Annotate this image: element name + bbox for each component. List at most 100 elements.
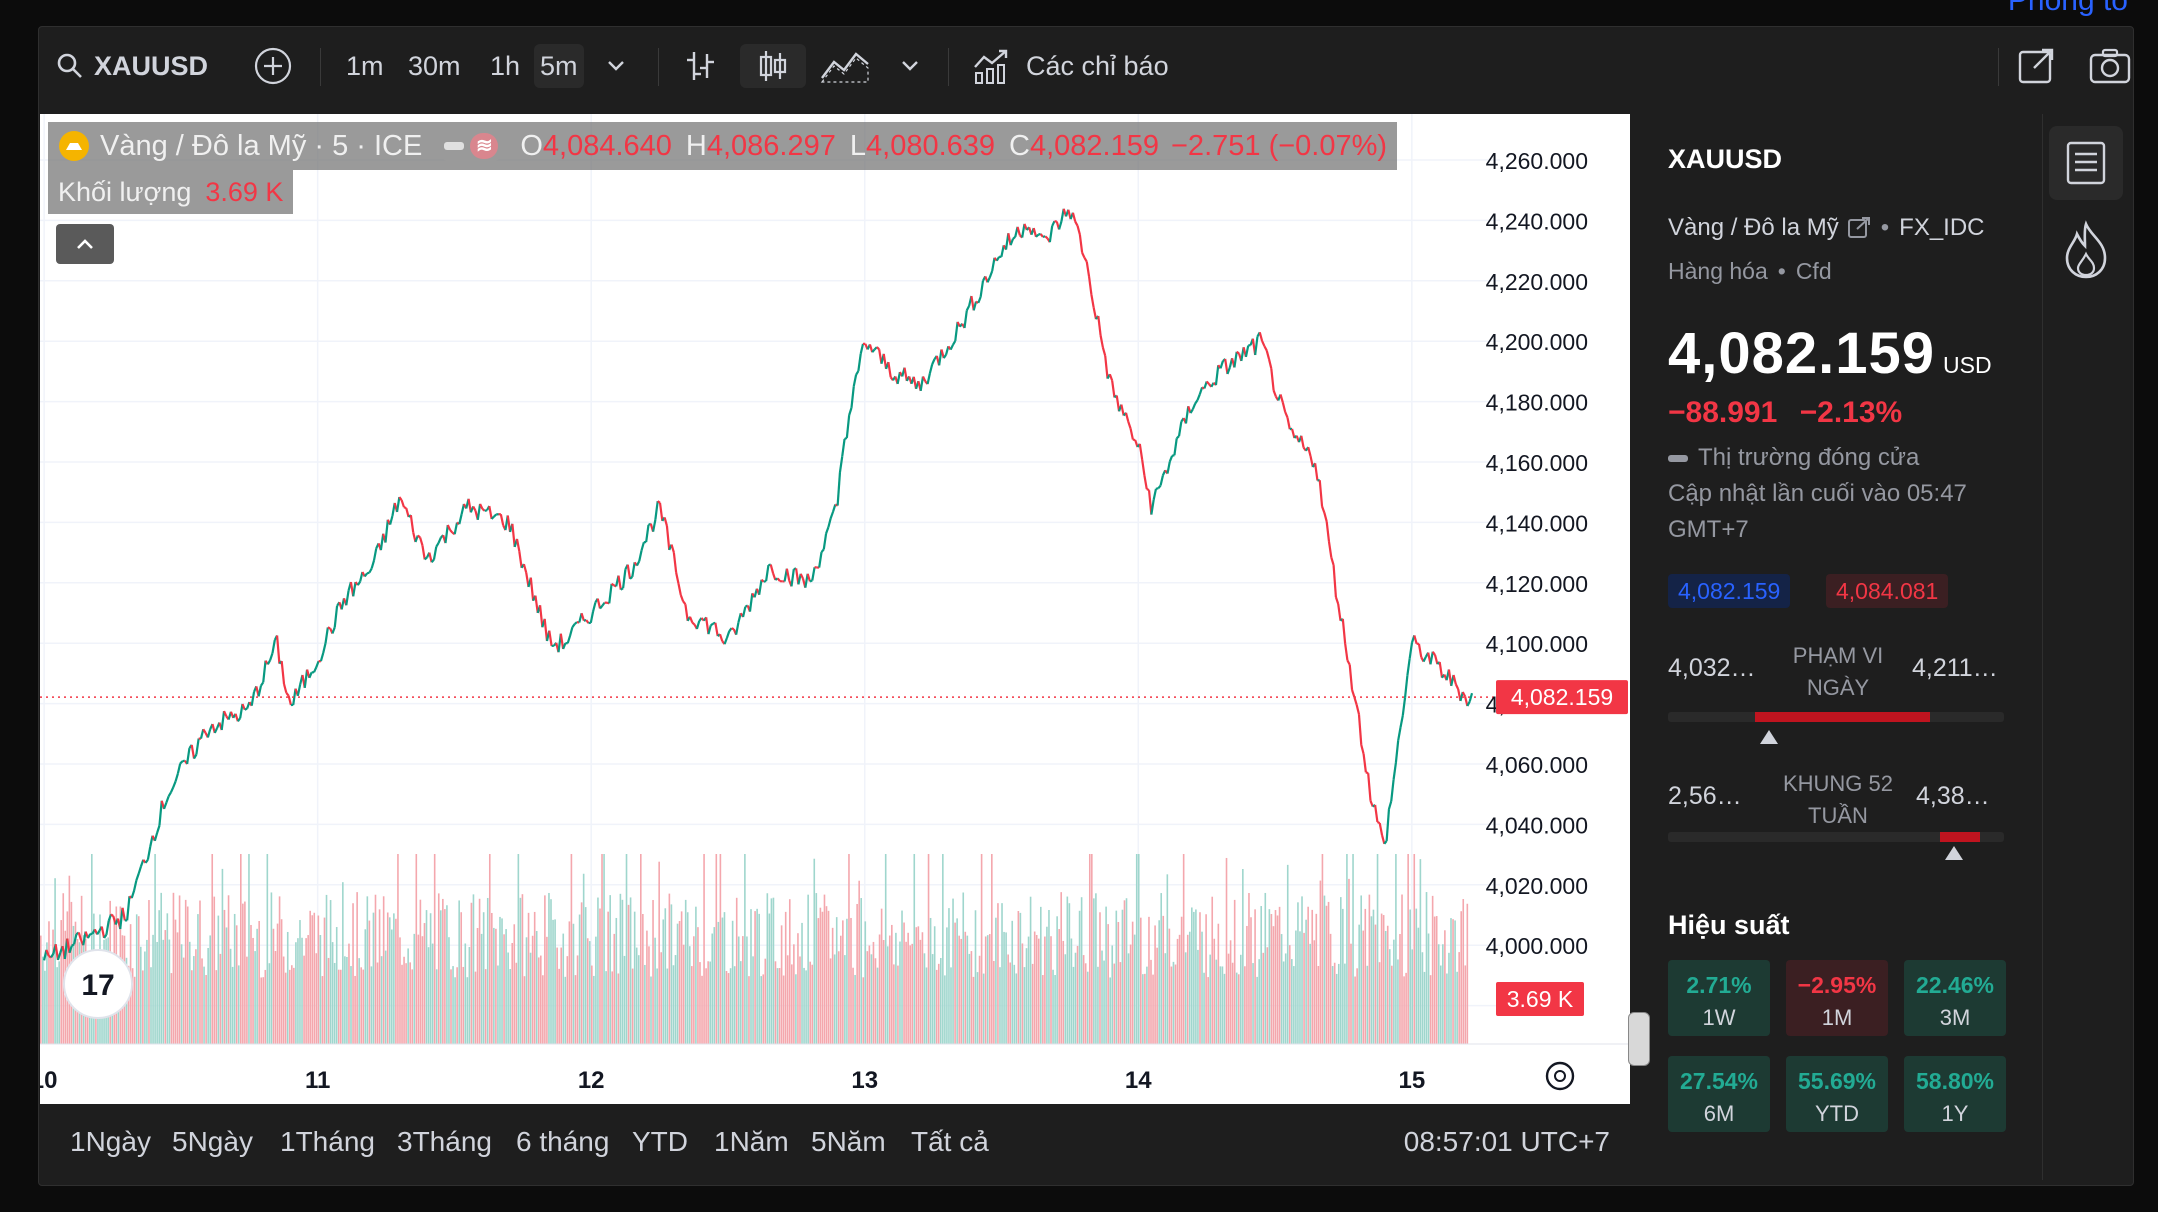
interval-1h[interactable]: 1h bbox=[490, 50, 521, 81]
volume-bar bbox=[864, 921, 867, 1044]
volume-bar bbox=[435, 969, 438, 1044]
perf-1w[interactable]: 2.71% 1W bbox=[1668, 960, 1770, 1036]
price-candle bbox=[638, 550, 643, 562]
volume-bar bbox=[1264, 892, 1267, 1044]
price-candle bbox=[1101, 347, 1107, 357]
price-candle bbox=[921, 376, 927, 382]
perf-3m[interactable]: 22.46% 3M bbox=[1904, 960, 2006, 1036]
hot-lists-button[interactable] bbox=[2061, 220, 2111, 285]
range-5d[interactable]: 5Ngày bbox=[172, 1126, 253, 1157]
maximize-link[interactable]: Phóng to bbox=[2007, 0, 2128, 17]
volume-bar bbox=[719, 854, 722, 1044]
clock[interactable]: 08:57:01 UTC+7 bbox=[1403, 1126, 1610, 1157]
volume-bar bbox=[1388, 949, 1391, 1044]
volume-bar bbox=[1146, 966, 1148, 1044]
volume-bar bbox=[1213, 938, 1216, 1044]
range-ytd[interactable]: YTD bbox=[632, 1126, 688, 1157]
price-candle bbox=[389, 515, 394, 525]
open-external-button[interactable] bbox=[2016, 44, 2056, 88]
perf-1y[interactable]: 58.80% 1Y bbox=[1904, 1056, 2006, 1132]
volume-bar bbox=[1293, 966, 1295, 1044]
volume-bar bbox=[1433, 916, 1436, 1044]
range-all[interactable]: Tất cả bbox=[911, 1126, 989, 1157]
price-candle bbox=[121, 907, 126, 921]
price-candle bbox=[1431, 651, 1437, 656]
price-candle bbox=[296, 684, 302, 697]
chart-type-dropdown[interactable] bbox=[900, 44, 920, 88]
external-link-icon[interactable] bbox=[1847, 216, 1871, 240]
y-axis-tick-label: 4,200.000 bbox=[1486, 329, 1588, 355]
price-candle bbox=[287, 695, 292, 706]
price-chart[interactable]: 4,260.000 4,240.000 4,220.000 4,200.000 4,18… bbox=[31, 114, 1630, 1104]
range-1d[interactable]: 1Ngày bbox=[70, 1126, 151, 1157]
price-candle bbox=[763, 579, 767, 583]
volume-bar bbox=[986, 935, 989, 1044]
volume-bar bbox=[1005, 932, 1007, 1044]
volume-bar bbox=[652, 900, 654, 1044]
price-candle bbox=[202, 728, 207, 734]
bid-chip[interactable]: 4,082.159 bbox=[1668, 574, 1791, 608]
price-candle bbox=[100, 926, 106, 939]
interval-5m[interactable]: 5m bbox=[534, 44, 584, 88]
panel-name[interactable]: Vàng / Đô la Mỹ bbox=[1668, 214, 1839, 241]
indicators-icon bbox=[974, 49, 1008, 84]
visibility-toggle[interactable]: ≋ bbox=[436, 130, 507, 162]
volume-bar bbox=[870, 954, 873, 1044]
price-candle bbox=[831, 504, 837, 513]
volume-bar bbox=[1162, 915, 1165, 1044]
volume-bar bbox=[1193, 911, 1195, 1044]
volume-bar bbox=[901, 910, 903, 1044]
price-candle bbox=[688, 616, 694, 623]
volume-bar bbox=[333, 962, 336, 1044]
volume-bar bbox=[135, 914, 138, 1044]
volume-bar bbox=[1070, 938, 1073, 1044]
volume-bar bbox=[407, 948, 409, 1044]
bar-chart-type-button[interactable] bbox=[682, 44, 718, 88]
volume-bar bbox=[413, 933, 416, 1044]
price-candle bbox=[275, 635, 281, 664]
range-1m[interactable]: 1Tháng bbox=[280, 1126, 375, 1157]
price-candle bbox=[776, 577, 781, 582]
volume-bar bbox=[1395, 854, 1397, 1044]
volume-bar bbox=[1362, 930, 1365, 1044]
volume-bar bbox=[539, 955, 542, 1044]
range-3m[interactable]: 3Tháng bbox=[397, 1126, 492, 1157]
volume-bar bbox=[482, 912, 485, 1044]
interval-dropdown[interactable] bbox=[606, 44, 626, 88]
price-candle bbox=[1365, 771, 1369, 775]
range-5y[interactable]: 5Năm bbox=[811, 1126, 886, 1157]
price-candle bbox=[446, 524, 452, 531]
details-button[interactable] bbox=[2049, 126, 2123, 200]
volume-bar bbox=[1060, 892, 1063, 1044]
indicators-button[interactable]: Các chỉ báo bbox=[972, 44, 1169, 88]
area-chart-type-button[interactable] bbox=[820, 44, 870, 88]
perf-1m[interactable]: −2.95% 1M bbox=[1786, 960, 1888, 1036]
range-6m[interactable]: 6 tháng bbox=[516, 1126, 610, 1157]
perf-ytd[interactable]: 55.69% YTD bbox=[1786, 1056, 1888, 1132]
volume-bar bbox=[1056, 916, 1058, 1044]
volume-bar bbox=[1054, 974, 1056, 1044]
interval-30m[interactable]: 30m bbox=[408, 50, 461, 81]
add-symbol-button[interactable] bbox=[254, 44, 292, 88]
volume-bar bbox=[356, 892, 358, 1044]
price-candle bbox=[403, 506, 407, 510]
candles-chart-type-button[interactable] bbox=[740, 44, 806, 88]
ask-chip[interactable]: 4,084.081 bbox=[1826, 574, 1949, 608]
interval-1m[interactable]: 1m bbox=[346, 50, 384, 81]
volume-bar bbox=[1286, 864, 1289, 1044]
chart-area[interactable]: 4,260.000 4,240.000 4,220.000 4,200.000 4,18… bbox=[31, 114, 1630, 1104]
low-value: 4,080.639 bbox=[866, 129, 996, 162]
price-candle bbox=[635, 560, 641, 567]
volume-bar bbox=[713, 927, 716, 1044]
volume-bar bbox=[1111, 945, 1114, 1044]
flame-icon bbox=[2065, 220, 2107, 279]
price-candle bbox=[312, 666, 318, 673]
collapse-legend-button[interactable] bbox=[56, 224, 114, 264]
price-candle bbox=[368, 567, 373, 574]
symbol-search[interactable]: XAUUSD bbox=[56, 44, 208, 88]
panel-resize-handle[interactable] bbox=[1628, 1012, 1650, 1066]
perf-6m[interactable]: 27.54% 6M bbox=[1668, 1056, 1770, 1132]
screenshot-button[interactable] bbox=[2088, 44, 2132, 88]
price-candle bbox=[1323, 512, 1328, 522]
range-1y[interactable]: 1Năm bbox=[714, 1126, 789, 1157]
